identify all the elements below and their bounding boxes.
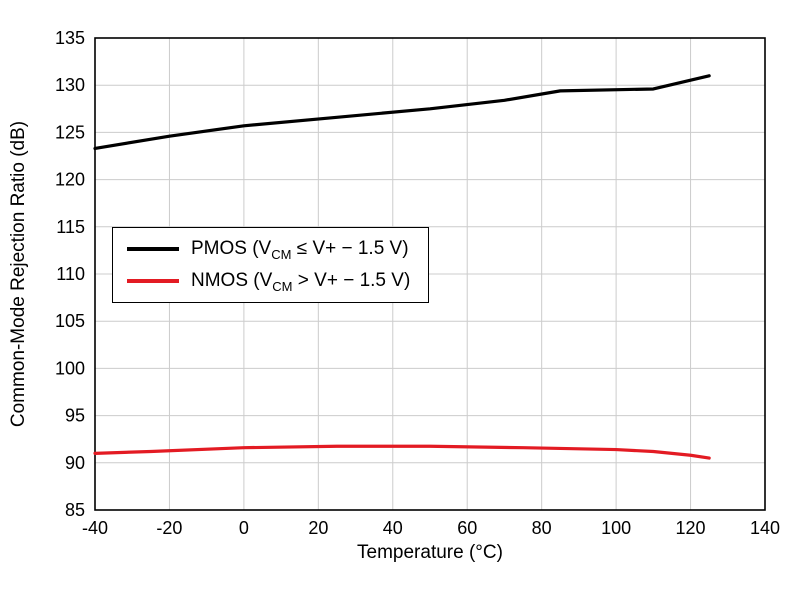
y-tick-label: 95 xyxy=(65,406,85,426)
legend-label-pmos-prefix: PMOS (V xyxy=(191,238,272,259)
legend-label-nmos: NMOS (VCM > V+ − 1.5 V) xyxy=(191,269,411,294)
x-tick-label: 100 xyxy=(601,518,631,538)
legend-label-pmos-sub: CM xyxy=(271,246,292,262)
y-tick-label: 125 xyxy=(55,122,85,142)
y-tick-label: 115 xyxy=(56,217,85,237)
pmos-line-swatch xyxy=(127,247,179,251)
x-axis-label: Temperature (°C) xyxy=(357,542,503,563)
legend-label-nmos-prefix: NMOS (V xyxy=(191,269,273,291)
x-tick-label: -40 xyxy=(82,518,108,538)
series-line xyxy=(93,444,711,460)
series-lines xyxy=(93,74,711,460)
legend-label-pmos-suffix: ≤ V+ − 1.5 V) xyxy=(291,238,409,259)
y-tick-label: 110 xyxy=(56,264,85,284)
legend: PMOS (VCM ≤ V+ − 1.5 V) NMOS (VCM > V+ −… xyxy=(112,227,430,303)
legend-item-pmos: PMOS (VCM ≤ V+ − 1.5 V) xyxy=(127,238,410,262)
x-tick-label: 60 xyxy=(457,518,477,538)
y-tick-label: 120 xyxy=(55,170,85,190)
gridlines xyxy=(95,38,765,510)
y-tick-label: 135 xyxy=(55,28,85,48)
y-tick-label: 90 xyxy=(65,453,85,473)
tick-labels: -40 -20 0 20 40 60 80 100 120 140 85 90 95 100 105 110 1… xyxy=(55,28,780,538)
x-tick-label: 0 xyxy=(239,518,249,538)
legend-label-nmos-sub: CM xyxy=(272,278,293,294)
legend-label-pmos: PMOS (VCM ≤ V+ − 1.5 V) xyxy=(191,238,409,262)
x-tick-label: 120 xyxy=(676,518,706,538)
x-tick-label: 140 xyxy=(750,518,780,538)
legend-item-nmos: NMOS (VCM > V+ − 1.5 V) xyxy=(127,269,411,294)
y-tick-label: 100 xyxy=(55,358,85,378)
y-tick-label: 105 xyxy=(55,311,85,331)
y-axis-label: Common-Mode Rejection Ratio (dB) xyxy=(8,121,29,427)
y-tick-label: 130 xyxy=(55,75,85,95)
legend-label-nmos-suffix: > V+ − 1.5 V) xyxy=(292,269,411,291)
plot-border xyxy=(94,37,766,511)
x-tick-label: -20 xyxy=(156,518,182,538)
x-tick-label: 40 xyxy=(383,518,403,538)
y-tick-label: 85 xyxy=(65,500,85,520)
nmos-line-swatch xyxy=(127,279,179,283)
x-tick-label: 20 xyxy=(308,518,328,538)
x-tick-label: 80 xyxy=(532,518,552,538)
series-line xyxy=(93,74,711,151)
